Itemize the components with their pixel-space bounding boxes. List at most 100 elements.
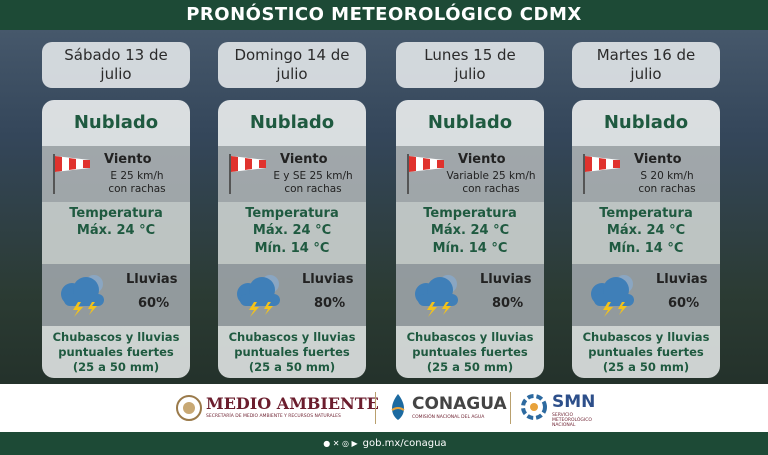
wind-label: Viento — [458, 152, 506, 167]
description-line: Chubascos y lluvias — [228, 330, 356, 344]
wind-section: Viento Variable 25 km/h con rachas — [396, 146, 544, 202]
condition: Nublado — [42, 100, 190, 146]
rain-description: Chubascos y lluvias puntuales fuertes (25 … — [218, 326, 366, 378]
temperature-value: Mín. 14 °C — [432, 241, 508, 256]
date-line: julio — [630, 65, 662, 83]
forecast-card: Nublado Viento S 20 km/h con rachas Temperat… — [572, 100, 720, 378]
conagua-emblem — [391, 394, 405, 420]
description-line: (25 a 50 mm) — [602, 360, 690, 374]
smn-emblem — [521, 394, 547, 420]
temperature-value: Máx. 24 °C — [430, 223, 510, 238]
temperature-value: Máx. 24 °C — [606, 223, 686, 238]
wind-section: Viento S 20 km/h con rachas — [572, 146, 720, 202]
rain-section: Lluvias 60% — [42, 264, 190, 326]
description-line: (25 a 50 mm) — [426, 360, 514, 374]
divider — [375, 392, 376, 424]
description-line: puntuales fuertes — [58, 345, 174, 359]
wind-line: con rachas — [284, 183, 342, 195]
condition: Nublado — [396, 100, 544, 146]
date-line: Sábado 13 de — [64, 46, 168, 64]
temperature-value: Mín. 14 °C — [254, 241, 330, 256]
rain-label: Lluvias — [302, 272, 354, 287]
date-box: Martes 16 de julio — [572, 42, 720, 88]
footer-bar: ● ✕ ◎ ▶ gob.mx/conagua — [0, 432, 768, 455]
semarnat-emblem — [176, 395, 202, 421]
smn-sub: SERVICIO METEOROLÓGICO NACIONAL — [552, 413, 592, 428]
wind-section: Viento E 25 km/h con rachas — [42, 146, 190, 202]
rain-description: Chubascos y lluvias puntuales fuertes (25 … — [42, 326, 190, 378]
temperature-value: Mín. 14 °C — [608, 241, 684, 256]
temperature-section: Temperatura Máx. 24 °C Mín. 14 °C — [218, 202, 366, 264]
temperature-section: Temperatura Máx. 24 °C Mín. 14 °C — [572, 202, 720, 264]
wind-line: con rachas — [462, 183, 520, 195]
temperature-section: Temperatura Máx. 24 °C Mín. 14 °C — [396, 202, 544, 264]
footer-logos: MEDIO AMBIENTE SECRETARÍA DE MEDIO AMBIE… — [0, 384, 768, 432]
description-line: puntuales fuertes — [412, 345, 528, 359]
date-line: Lunes 15 de — [424, 46, 516, 64]
url[interactable]: gob.mx/conagua — [362, 438, 447, 449]
description-line: (25 a 50 mm) — [72, 360, 160, 374]
rain-section: Lluvias 60% — [572, 264, 720, 326]
temperature-label: Temperatura — [245, 206, 339, 221]
forecast-card: Nublado Viento Variable 25 km/h con rachas T… — [396, 100, 544, 378]
wind-label: Viento — [634, 152, 682, 167]
rain-description: Chubascos y lluvias puntuales fuertes (25 … — [396, 326, 544, 378]
wind-line: Variable 25 km/h — [446, 170, 536, 182]
wind-text: S 20 km/h con rachas — [614, 170, 720, 196]
description-line: puntuales fuertes — [588, 345, 704, 359]
condition: Nublado — [218, 100, 366, 146]
wind-label: Viento — [104, 152, 152, 167]
temperature-value: Máx. 24 °C — [252, 223, 332, 238]
rain-probability: 80% — [492, 296, 524, 311]
wind-line: con rachas — [108, 183, 166, 195]
date-box: Lunes 15 de julio — [396, 42, 544, 88]
rain-label: Lluvias — [126, 272, 178, 287]
semarnat-name: MEDIO AMBIENTE — [206, 394, 379, 413]
date-line: Martes 16 de — [596, 46, 696, 64]
wind-line: E y SE 25 km/h — [273, 170, 353, 182]
temperature-label: Temperatura — [69, 206, 163, 221]
social-icons: ● ✕ ◎ ▶ — [323, 439, 358, 448]
rain-section: Lluvias 80% — [396, 264, 544, 326]
wind-section: Viento E y SE 25 km/h con rachas — [218, 146, 366, 202]
condition: Nublado — [572, 100, 720, 146]
date-box: Domingo 14 de julio — [218, 42, 366, 88]
temperature-label: Temperatura — [599, 206, 693, 221]
temperature-value: Máx. 24 °C — [76, 223, 156, 238]
conagua-name: CONAGUA — [412, 394, 507, 414]
wind-line: E 25 km/h — [110, 170, 164, 182]
rain-probability: 60% — [668, 296, 700, 311]
forecast-card: Nublado Viento E 25 km/h con rachas Temperat… — [42, 100, 190, 378]
conagua-sub: COMISIÓN NACIONAL DEL AGUA — [412, 415, 485, 420]
date-line: julio — [276, 65, 308, 83]
divider — [510, 392, 511, 424]
rain-probability: 80% — [314, 296, 346, 311]
title: PRONÓSTICO METEOROLÓGICO CDMX — [0, 0, 768, 30]
rain-label: Lluvias — [480, 272, 532, 287]
semarnat-sub: SECRETARÍA DE MEDIO AMBIENTE Y RECURSOS … — [206, 414, 341, 419]
wind-text: E 25 km/h con rachas — [84, 170, 190, 196]
smn-name: SMN — [552, 392, 596, 412]
wind-text: Variable 25 km/h con rachas — [438, 170, 544, 196]
wind-label: Viento — [280, 152, 328, 167]
wind-line: con rachas — [638, 183, 696, 195]
wind-text: E y SE 25 km/h con rachas — [260, 170, 366, 196]
temperature-label: Temperatura — [423, 206, 517, 221]
description-line: Chubascos y lluvias — [52, 330, 180, 344]
rain-section: Lluvias 80% — [218, 264, 366, 326]
forecast-card: Nublado Viento E y SE 25 km/h con rachas Tem… — [218, 100, 366, 378]
description-line: Chubascos y lluvias — [582, 330, 710, 344]
date-box: Sábado 13 de julio — [42, 42, 190, 88]
date-line: julio — [100, 65, 132, 83]
date-line: Domingo 14 de — [234, 46, 350, 64]
description-line: (25 a 50 mm) — [248, 360, 336, 374]
description-line: Chubascos y lluvias — [406, 330, 534, 344]
date-line: julio — [454, 65, 486, 83]
temperature-section: Temperatura Máx. 24 °C — [42, 202, 190, 264]
description-line: puntuales fuertes — [234, 345, 350, 359]
wind-line: S 20 km/h — [640, 170, 694, 182]
rain-description: Chubascos y lluvias puntuales fuertes (25 … — [572, 326, 720, 378]
rain-probability: 60% — [138, 296, 170, 311]
